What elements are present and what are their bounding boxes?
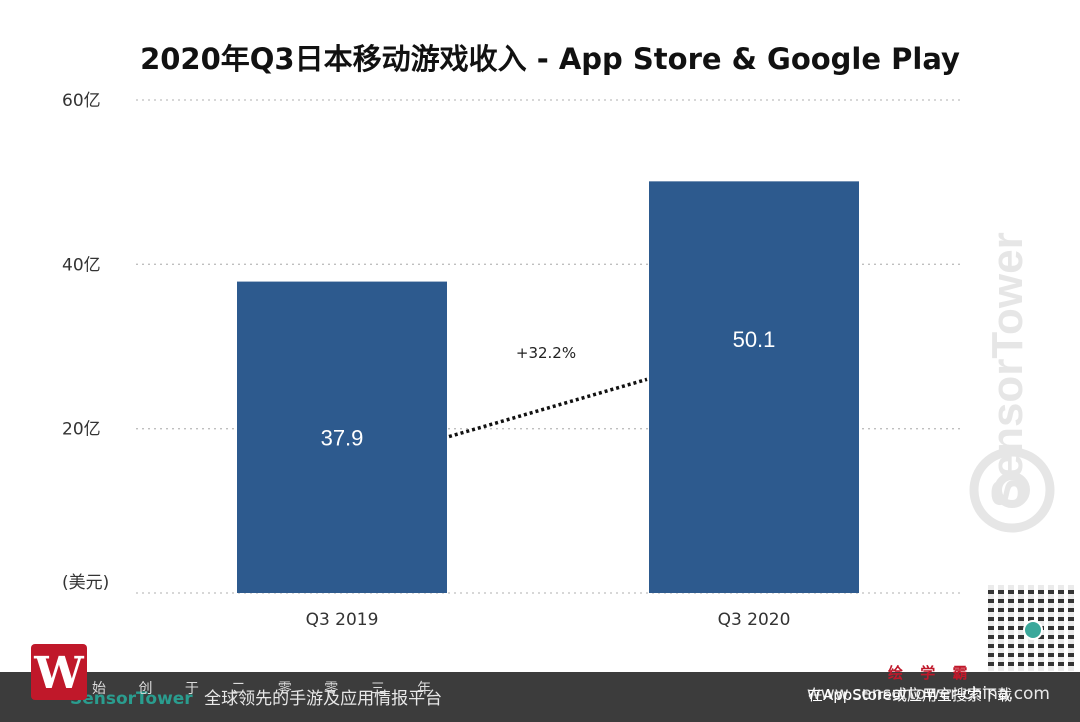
watermark-text: SensorTower (983, 232, 1032, 507)
qr-code (988, 585, 1074, 671)
bar (649, 181, 859, 593)
overlay-right-text: 在AppStore或应用宝搜索下载 (808, 686, 1012, 704)
footer-tagline: 全球领先的手游及应用情报平台 (204, 689, 443, 709)
sensortower-watermark: SensorTower (969, 232, 1055, 533)
overlay-strip: 始 创 于 二 零 零 三 年 (92, 681, 446, 697)
chart-title: 2020年Q3日本移动游戏收入 - App Store & Google Pla… (140, 42, 960, 76)
x-tick-label: Q3 2019 (306, 610, 379, 630)
qr-logo-icon (1023, 620, 1043, 640)
unit-label: (美元) (62, 573, 110, 593)
x-tick-label: Q3 2020 (718, 610, 791, 630)
y-tick-label: 60亿 (62, 91, 101, 111)
growth-annotation: +32.2% (516, 344, 576, 362)
footer-brand-block: SensorTower 全球领先的手游及应用情报平台 (70, 684, 442, 709)
y-tick-label: 20亿 (62, 420, 101, 440)
footer-brand: SensorTower (70, 689, 193, 709)
footer-bar: SensorTower 全球领先的手游及应用情报平台 www.sensortow… (0, 672, 1080, 722)
growth-connector (448, 377, 648, 439)
footer-website: www.sensortower-china.com (806, 684, 1050, 704)
bar-value-label: 37.9 (321, 425, 364, 450)
y-tick-label: 40亿 (62, 255, 101, 275)
red-overlay-text: 绘 学 霸 (888, 664, 974, 682)
bar-value-label: 50.1 (733, 327, 776, 352)
badge-logo: W (31, 644, 87, 700)
bar (237, 281, 447, 593)
badge-letter: W (34, 648, 84, 699)
